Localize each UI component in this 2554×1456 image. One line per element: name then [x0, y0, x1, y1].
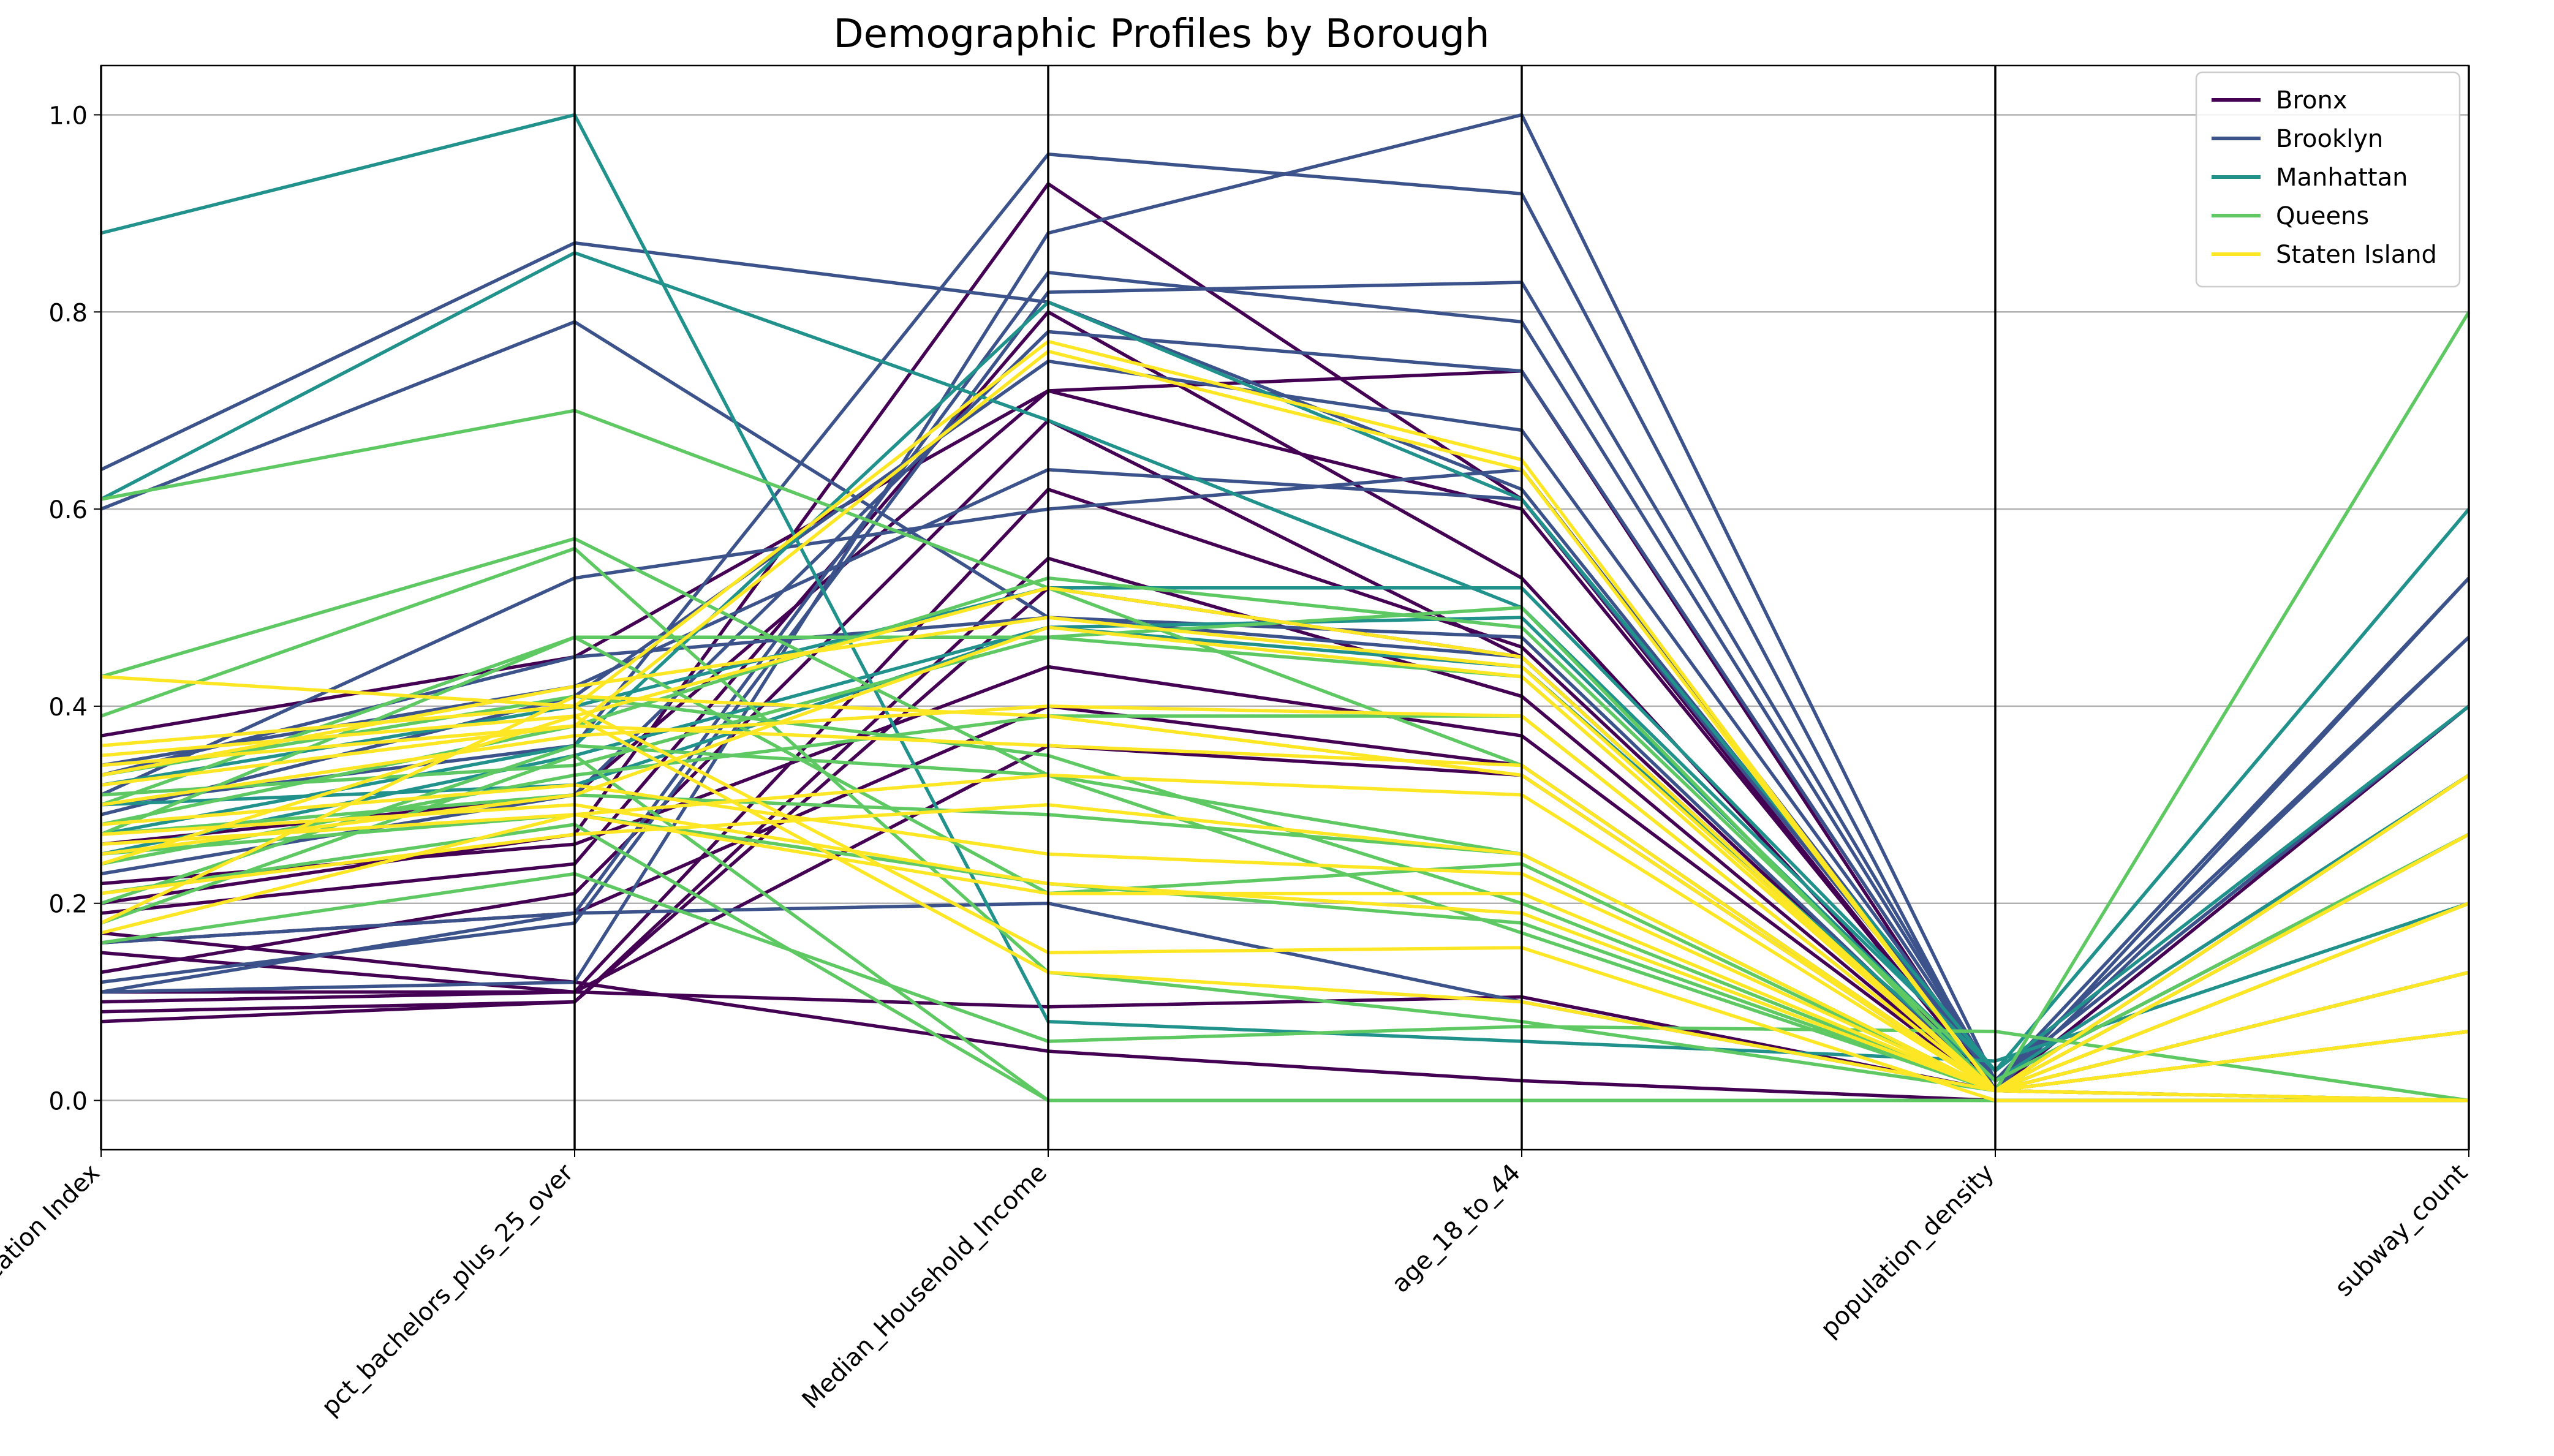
series-line-staten-island: [100, 586, 2470, 1093]
series-line-staten-island: [100, 724, 2470, 1093]
axes-layer: [100, 64, 2470, 1151]
series-line-staten-island: [100, 813, 2469, 1103]
lines-layer: [100, 113, 2471, 1103]
legend-label: Staten Island: [2276, 241, 2437, 269]
y-tick-label: 0.6: [48, 496, 88, 524]
series-line-staten-island: [100, 714, 2469, 1093]
series-line-manhattan: [100, 113, 2469, 1063]
legend-label: Brooklyn: [2276, 125, 2383, 153]
legend-label: Queens: [2276, 202, 2369, 230]
series-line-brooklyn: [100, 359, 2471, 1083]
series-line-staten-island: [100, 773, 2469, 1093]
series-line-queens: [100, 311, 2471, 1093]
legend-box: [2195, 71, 2461, 288]
y-tick-label: 0.4: [48, 693, 88, 722]
y-tick-label: 0.2: [48, 891, 88, 919]
y-tick-label: 1.0: [48, 102, 88, 130]
legend: Bronx Brooklyn Manhattan Queens Staten Islan…: [2195, 71, 2461, 288]
chart-title: Demographic Profiles by Borough: [833, 12, 1489, 57]
legend-label: Bronx: [2276, 86, 2348, 115]
y-tick-label: 0.0: [48, 1088, 88, 1116]
legend-label: Manhattan: [2276, 164, 2408, 192]
series-line-bronx: [100, 418, 2470, 1093]
series-line-manhattan: [100, 508, 2471, 1073]
y-tick-label: 0.8: [48, 299, 88, 327]
plot-frame: [100, 64, 2470, 1151]
series-line-queens: [100, 872, 2469, 1103]
